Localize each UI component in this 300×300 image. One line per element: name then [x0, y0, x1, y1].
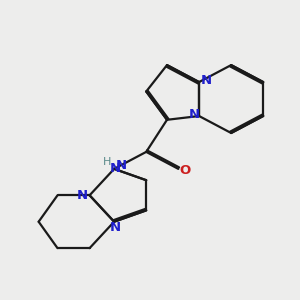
Text: O: O — [179, 164, 191, 177]
Text: N: N — [116, 159, 127, 172]
Text: N: N — [200, 74, 211, 87]
Text: N: N — [76, 189, 88, 202]
Text: N: N — [109, 221, 121, 234]
Text: N: N — [110, 162, 121, 176]
Text: N: N — [189, 108, 200, 122]
Text: H: H — [103, 157, 112, 167]
